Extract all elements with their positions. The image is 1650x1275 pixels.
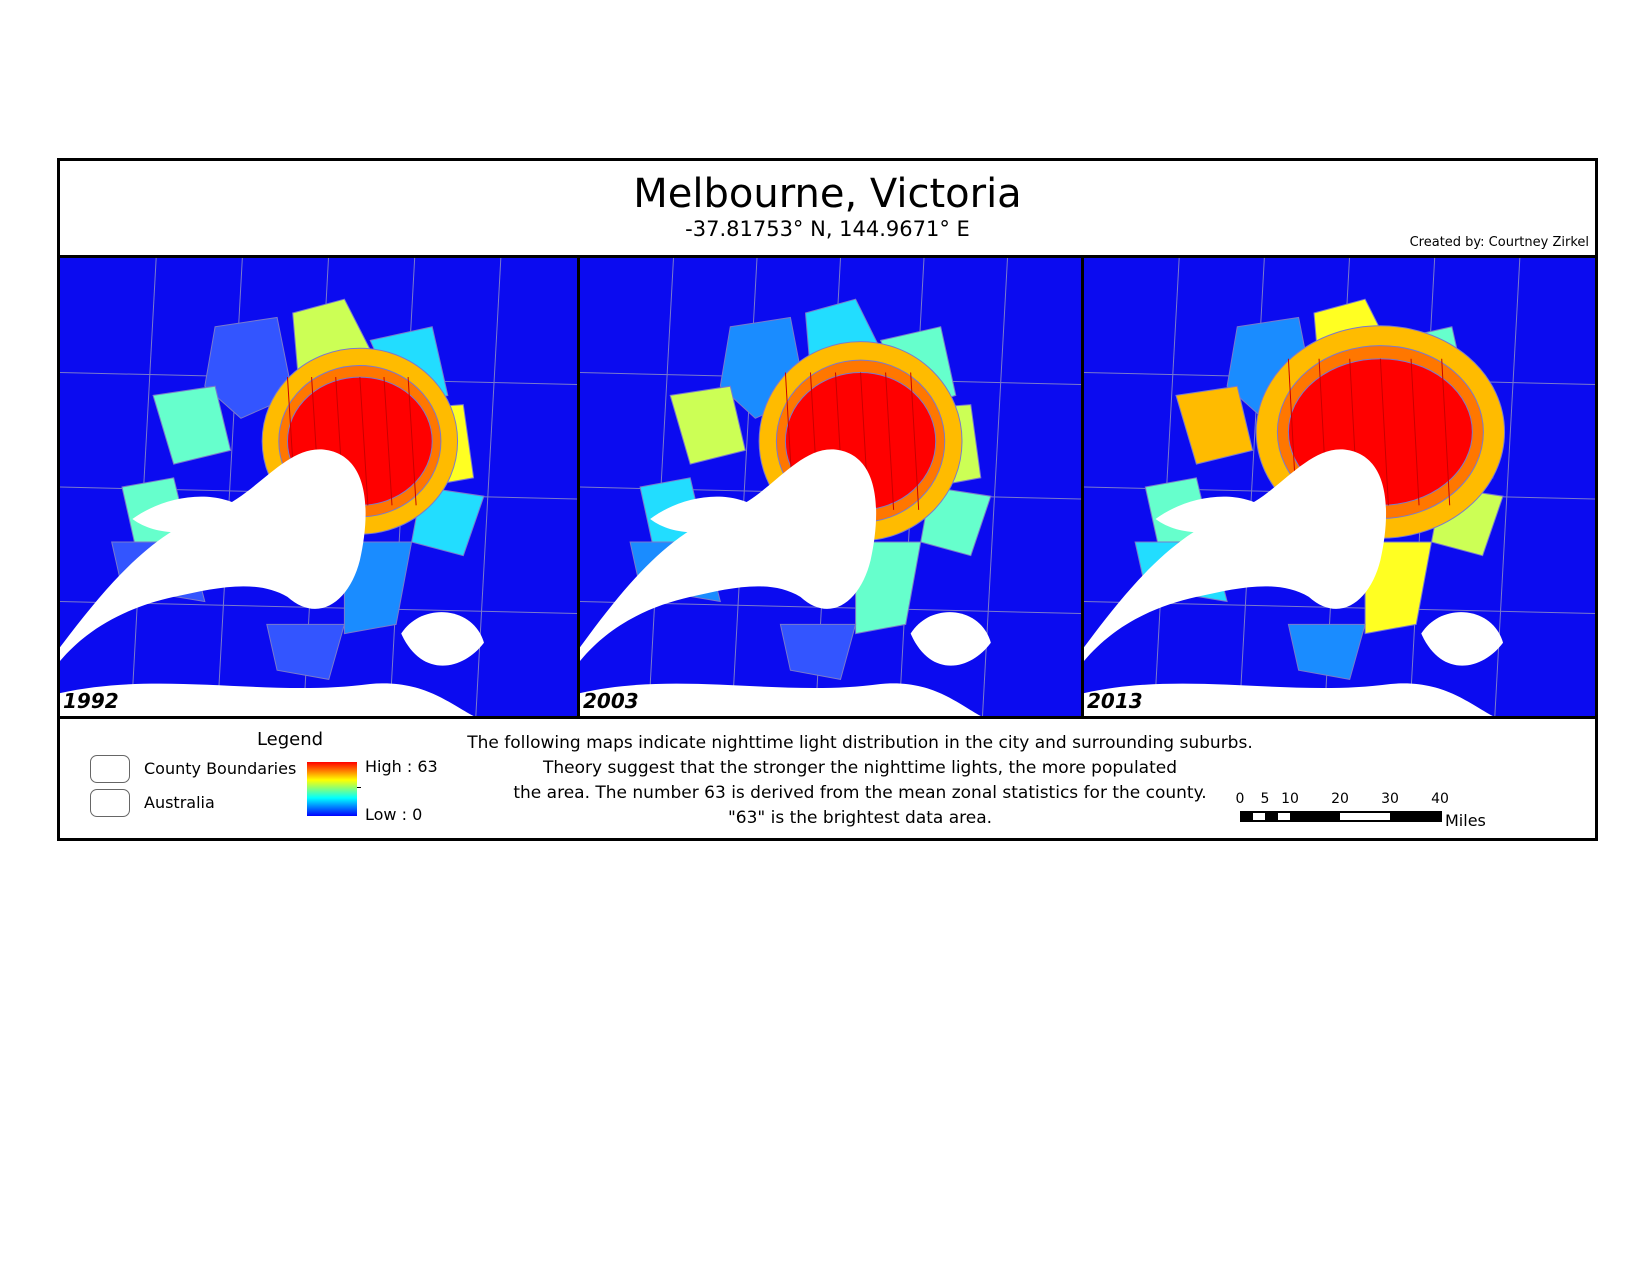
scale-tick-label: 10 <box>1281 791 1299 807</box>
county-boundaries-swatch <box>90 755 130 783</box>
scale-tick-label: 5 <box>1260 791 1270 807</box>
color-ramp <box>307 762 357 816</box>
legend-label-australia: Australia <box>144 793 215 812</box>
legend-title: Legend <box>256 729 324 750</box>
map-year-label: 2003 <box>583 689 639 713</box>
map-panel-2013: 2013 <box>1084 258 1595 716</box>
suburb-region <box>855 541 922 635</box>
port-phillip-bay <box>60 449 366 662</box>
color-ramp-tick <box>357 787 361 788</box>
map-layout-frame: Melbourne, Victoria -37.81753° N, 144.96… <box>57 158 1598 841</box>
scale-unit-label: Miles <box>1445 811 1486 830</box>
suburb-region <box>204 316 294 419</box>
legend-label-county-boundaries: County Boundaries <box>144 759 297 778</box>
urban-core-boundary <box>1410 358 1420 506</box>
urban-core-boundary <box>407 377 417 506</box>
description-line: the area. The number 63 is derived from … <box>513 783 1207 803</box>
scale-tick-label: 0 <box>1235 791 1245 807</box>
description-line: Theory suggest that the stronger the nig… <box>543 758 1177 778</box>
panel-divider <box>1081 258 1084 716</box>
bass-strait <box>580 683 981 716</box>
scale-tick-label: 40 <box>1431 791 1449 807</box>
map-credit: Created by: Courtney Zirkel <box>1409 235 1589 250</box>
scale-bar-graphic <box>1240 811 1442 822</box>
map-canvas-2013 <box>1084 258 1595 716</box>
ramp-low-label: Low : 0 <box>365 805 423 824</box>
urban-core-boundary <box>910 372 920 510</box>
western-port <box>1421 612 1504 666</box>
suburb-region <box>1175 385 1254 465</box>
suburb-region <box>779 623 857 680</box>
map-panel-1992: 1992 <box>60 258 577 716</box>
port-phillip-bay <box>1084 449 1387 662</box>
corio-bay <box>1155 496 1268 533</box>
map-canvas-1992 <box>60 258 577 716</box>
port-phillip-bay <box>580 449 877 662</box>
legend-box: Legend County Boundaries Australia High … <box>60 719 1595 838</box>
suburb-region <box>152 385 232 465</box>
western-port <box>401 612 484 666</box>
map-panels-row: 1992 2003 2013 <box>60 258 1595 719</box>
scale-tick-label: 20 <box>1331 791 1349 807</box>
urban-core-boundary <box>885 372 895 510</box>
map-canvas-2003 <box>580 258 1081 716</box>
scale-tick-label: 30 <box>1381 791 1399 807</box>
bass-strait <box>60 683 474 716</box>
title-box: Melbourne, Victoria -37.81753° N, 144.96… <box>60 161 1595 258</box>
suburb-region <box>266 623 346 680</box>
map-year-label: 1992 <box>63 689 119 713</box>
corio-bay <box>650 496 761 533</box>
map-coordinates: -37.81753° N, 144.9671° E <box>685 217 970 241</box>
western-port <box>910 612 991 666</box>
map-panel-2003: 2003 <box>580 258 1081 716</box>
bass-strait <box>1084 683 1493 716</box>
description-line: The following maps indicate nighttime li… <box>467 733 1253 753</box>
urban-core-boundary <box>1379 358 1389 506</box>
urban-core-boundary <box>1441 358 1451 506</box>
description-line: "63" is the brightest data area. <box>727 808 993 828</box>
suburb-region <box>669 385 746 465</box>
map-year-label: 2013 <box>1087 689 1143 713</box>
suburb-region <box>1364 541 1433 635</box>
corio-bay <box>132 496 247 533</box>
urban-core-boundary <box>383 377 393 506</box>
urban-core-boundary <box>359 377 369 506</box>
scale-bar: 0 5 10 20 30 40 Miles <box>1236 791 1550 837</box>
panel-divider <box>577 258 580 716</box>
map-description: The following maps indicate nighttime li… <box>450 731 1270 831</box>
ramp-high-label: High : 63 <box>365 757 438 776</box>
suburb-region <box>1287 623 1366 680</box>
map-title: Melbourne, Victoria <box>633 171 1022 217</box>
australia-swatch <box>90 789 130 817</box>
suburb-region <box>343 541 413 635</box>
